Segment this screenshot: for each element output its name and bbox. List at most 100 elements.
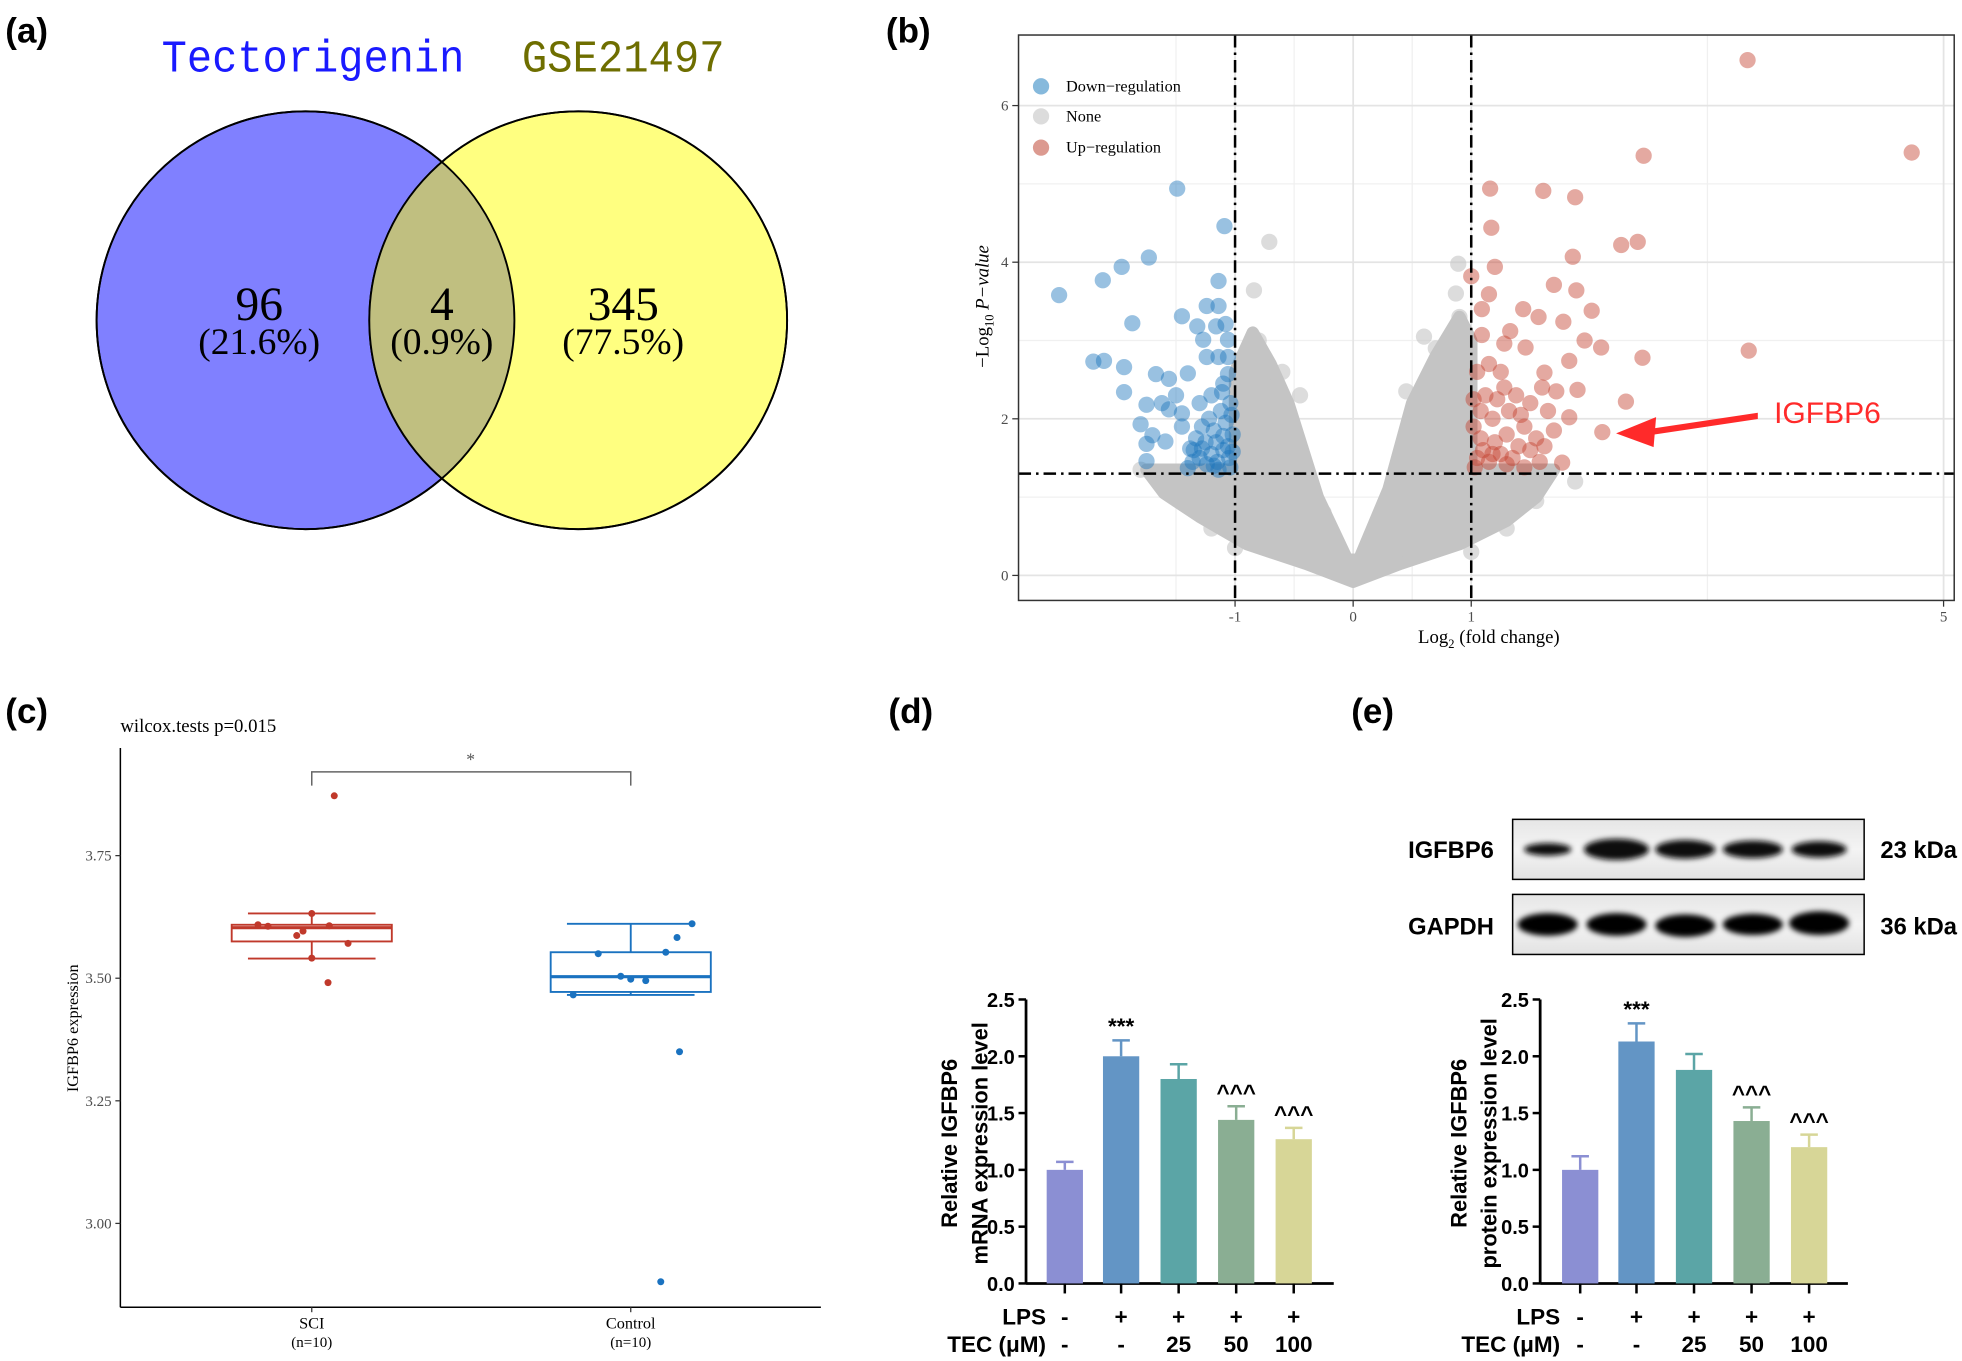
data-point-down xyxy=(1191,449,1208,467)
data-point-none xyxy=(1451,308,1468,326)
data-point-up xyxy=(1465,418,1482,435)
y-tick-label: 2.0 xyxy=(1501,1047,1529,1069)
data-point-down xyxy=(1209,453,1226,471)
band-gapdh-lane4 xyxy=(1722,913,1783,936)
data-point xyxy=(293,932,301,940)
data-point xyxy=(308,954,316,962)
data-point-none xyxy=(1522,485,1539,502)
data-point-up xyxy=(1528,430,1545,447)
data-point-up xyxy=(1517,339,1534,356)
bar-chart-mrna: 0.0 0.5 1.0 1.5 2.0 2.5 Relative IGFBP6 mRNA ex… xyxy=(937,990,1334,1357)
data-point-none xyxy=(1238,520,1256,537)
venn-percent-intersection: (0.9%) xyxy=(390,322,493,363)
band-gapdh-lane1 xyxy=(1517,913,1578,936)
data-point-down xyxy=(1205,457,1222,474)
data-point-up xyxy=(1583,302,1600,319)
tec-value: 100 xyxy=(1275,1332,1313,1357)
data-point xyxy=(325,922,333,930)
data-point-none xyxy=(1457,371,1474,388)
lps-value: - xyxy=(1576,1305,1584,1330)
data-point-down xyxy=(1203,445,1220,463)
y-axis-label-line1: Relative IGFBP6 xyxy=(1446,1059,1471,1228)
data-point-down xyxy=(1147,366,1165,383)
tec-value: - xyxy=(1061,1332,1069,1357)
data-point-down xyxy=(1210,272,1227,290)
tec-value: - xyxy=(1117,1332,1125,1357)
data-point-up xyxy=(1536,438,1553,455)
venn-diagram: Tectorigenin GSE21497 96 (21.6%) 4 (0.9%… xyxy=(95,34,789,531)
data-point-up xyxy=(1496,379,1513,396)
data-point-none xyxy=(1486,500,1503,517)
band-gapdh-lane3 xyxy=(1655,914,1716,937)
data-point-down xyxy=(1219,331,1237,348)
data-point xyxy=(676,1048,684,1056)
data-point-down xyxy=(1215,441,1232,459)
data-point xyxy=(299,927,307,935)
data-point-down xyxy=(1217,315,1234,333)
data-point-up xyxy=(1474,441,1492,459)
data-point-down xyxy=(1216,218,1233,235)
data-point-down xyxy=(1085,353,1102,370)
data-point-none xyxy=(1415,328,1433,345)
tec-value: 100 xyxy=(1790,1332,1828,1357)
row-label-tec: TEC (μM) xyxy=(1461,1332,1560,1357)
bar xyxy=(1790,1147,1828,1284)
blot-size-igfbp6: 23 kDa xyxy=(1880,837,1957,864)
bar xyxy=(1675,1069,1713,1284)
tec-value: - xyxy=(1633,1332,1641,1357)
data-point-down xyxy=(1203,387,1220,404)
data-point-up xyxy=(1480,453,1498,471)
data-point-up xyxy=(1477,387,1494,404)
data-point-down xyxy=(1153,395,1170,412)
box-group-sci xyxy=(230,792,393,987)
data-point-up xyxy=(1539,402,1557,420)
legend-label-down: Down−regulation xyxy=(1066,77,1181,95)
data-point-down xyxy=(1219,348,1237,366)
data-point-up xyxy=(1498,426,1515,443)
data-point-down xyxy=(1169,180,1186,197)
data-point-none xyxy=(1179,496,1196,514)
data-point xyxy=(264,922,272,930)
data-point-up xyxy=(1634,349,1651,366)
bar-chart-protein: 0.0 0.5 1.0 1.5 2.0 2.5 Relative IGFBP6 protein… xyxy=(1446,990,1848,1357)
data-point-down xyxy=(1191,395,1208,412)
data-point-down xyxy=(1208,434,1225,451)
y-tick-label: 3.00 xyxy=(85,1216,111,1232)
data-point-down xyxy=(1115,358,1133,376)
significance-annotation: ^^^ xyxy=(1732,1081,1771,1106)
y-tick-label: 2.0 xyxy=(987,1047,1015,1069)
boxplot-ticks: 3.00 3.25 3.50 3.75 SCI (n=10) Control (n=10) xyxy=(85,849,656,1352)
y-axis-label-line1: Relative IGFBP6 xyxy=(937,1059,962,1228)
data-point-up xyxy=(1564,248,1581,265)
data-point-down xyxy=(1219,366,1237,383)
data-point-down xyxy=(1187,430,1205,447)
data-point-none xyxy=(1567,473,1584,490)
venn-count-left: 96 xyxy=(235,279,283,331)
data-point-up xyxy=(1535,182,1552,200)
y-tick-label: 3.75 xyxy=(85,849,111,865)
data-point-down xyxy=(1167,387,1185,404)
data-point-down xyxy=(1173,405,1191,422)
venn-percent-left: (21.6%) xyxy=(198,322,320,363)
significance-annotation: *** xyxy=(1623,997,1650,1022)
bar xyxy=(1102,1056,1140,1284)
row-label-lps: LPS xyxy=(1002,1305,1046,1330)
y-axis-label-line2: mRNA expression level xyxy=(967,1022,992,1264)
boxplot-y-axis-label: IGFBP6 expression xyxy=(64,964,82,1092)
igfbp6-annotation: IGFBP6 xyxy=(1774,397,1881,430)
bar xyxy=(1218,1119,1255,1284)
data-point-down xyxy=(1210,297,1227,315)
y-tick-label: 3.25 xyxy=(85,1094,111,1110)
data-point-up xyxy=(1548,383,1565,400)
data-point-none xyxy=(1315,504,1332,521)
data-point-none xyxy=(1380,496,1397,514)
data-point xyxy=(617,972,625,980)
data-point-up xyxy=(1515,301,1532,318)
y-axis-label-line2: protein expression level xyxy=(1476,1018,1501,1268)
data-point xyxy=(688,920,696,928)
data-point-down xyxy=(1212,402,1230,420)
significance-annotation: *** xyxy=(1108,1014,1135,1039)
data-point-none xyxy=(1427,340,1444,357)
data-point-down xyxy=(1160,370,1178,388)
data-point-up xyxy=(1472,402,1489,420)
